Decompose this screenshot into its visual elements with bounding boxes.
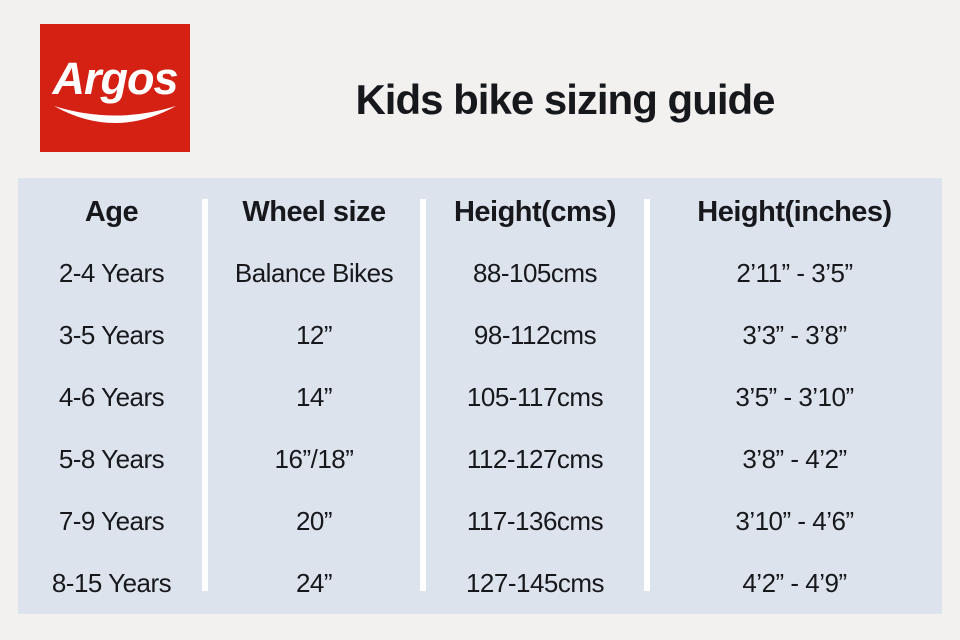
column-divider	[644, 199, 650, 591]
cell-wheel-size: 20”	[295, 505, 333, 536]
cell-height-cms: 98-112cms	[473, 319, 597, 350]
cell-wheel-size: 24”	[295, 567, 333, 598]
cell-height-cms: 117-136cms	[466, 505, 604, 536]
cell-age: 8-15 Years	[51, 567, 172, 598]
column-divider	[202, 199, 208, 591]
cell-height-inches: 3’3” - 3’8”	[742, 319, 847, 350]
cell-height-inches: 3’8” - 4’2”	[742, 443, 847, 474]
table-row: 7-9 Years 20” 117-136cms 3’10” - 4’6”	[18, 490, 942, 552]
page-title: Kids bike sizing guide	[355, 76, 775, 123]
cell-height-cms: 112-127cms	[466, 443, 604, 474]
cell-height-cms: 88-105cms	[472, 257, 598, 288]
cell-wheel-size: 14”	[295, 381, 333, 412]
argos-smile-icon	[54, 106, 176, 123]
cell-age: 3-5 Years	[58, 319, 165, 350]
col-header-height-inches: Height(inches)	[697, 195, 892, 228]
table-row: 4-6 Years 14” 105-117cms 3’5” - 3’10”	[18, 366, 942, 428]
table-row: 2-4 Years Balance Bikes 88-105cms 2’11” …	[18, 242, 942, 304]
cell-height-inches: 2’11” - 3’5”	[736, 257, 853, 288]
table-header-row: Age Wheel size Height(cms) Height(inches…	[18, 182, 942, 242]
cell-height-inches: 3’5” - 3’10”	[735, 381, 854, 412]
argos-logo: Argos	[40, 24, 190, 152]
cell-age: 7-9 Years	[58, 505, 165, 536]
cell-age: 5-8 Years	[58, 443, 165, 474]
col-header-age: Age	[84, 195, 139, 228]
cell-height-cms: 127-145cms	[465, 567, 605, 598]
argos-logo-text: Argos	[51, 53, 177, 104]
col-header-height-cms: Height(cms)	[453, 195, 617, 228]
cell-wheel-size: Balance Bikes	[234, 257, 394, 288]
cell-wheel-size: 16”/18”	[274, 443, 354, 474]
col-header-wheel-size: Wheel size	[242, 195, 386, 228]
column-divider	[420, 199, 426, 591]
cell-height-cms: 105-117cms	[466, 381, 604, 412]
cell-wheel-size: 12”	[295, 319, 333, 350]
logo-background	[40, 24, 190, 152]
sizing-table: Age Wheel size Height(cms) Height(inches…	[18, 178, 942, 614]
table-row: 3-5 Years 12” 98-112cms 3’3” - 3’8”	[18, 304, 942, 366]
cell-age: 2-4 Years	[58, 257, 165, 288]
cell-age: 4-6 Years	[58, 381, 165, 412]
table-row: 5-8 Years 16”/18” 112-127cms 3’8” - 4’2”	[18, 428, 942, 490]
table-row: 8-15 Years 24” 127-145cms 4’2” - 4’9”	[18, 552, 942, 614]
cell-height-inches: 4’2” - 4’9”	[742, 567, 847, 598]
cell-height-inches: 3’10” - 4’6”	[735, 505, 854, 536]
argos-logo-graphic: Argos	[40, 24, 190, 152]
